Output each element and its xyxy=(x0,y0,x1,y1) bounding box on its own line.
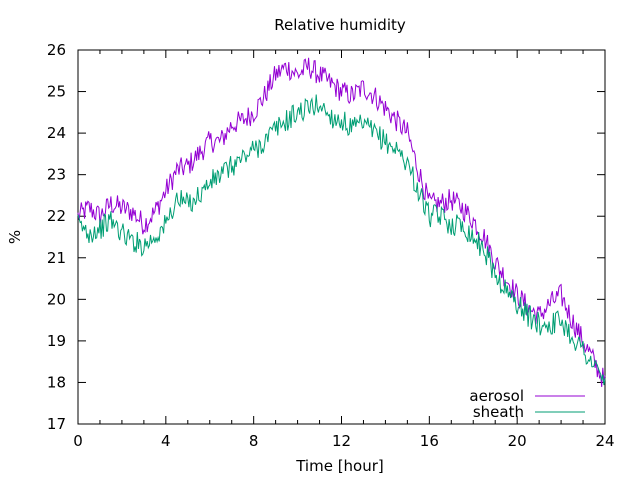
legend-label-sheath: sheath xyxy=(473,403,524,421)
y-tick-label: 21 xyxy=(47,249,66,267)
y-tick-label: 18 xyxy=(47,373,66,391)
x-tick-label: 0 xyxy=(73,432,83,450)
x-tick-label: 16 xyxy=(420,432,439,450)
legend-label-aerosol: aerosol xyxy=(469,387,524,405)
series-line-aerosol xyxy=(77,57,606,387)
x-tick-label: 8 xyxy=(249,432,259,450)
x-tick-label: 20 xyxy=(508,432,527,450)
series-line-sheath xyxy=(77,94,606,386)
y-axis: 17 18 19 20 21 22 23 24 25 26 xyxy=(47,41,605,433)
x-tick-label: 24 xyxy=(595,432,614,450)
x-axis-label: Time [hour] xyxy=(295,457,384,475)
y-tick-label: 22 xyxy=(47,207,66,225)
x-tick-label: 12 xyxy=(332,432,351,450)
series-layer xyxy=(77,57,606,387)
y-tick-label: 23 xyxy=(47,166,66,184)
y-tick-label: 24 xyxy=(47,124,66,142)
y-axis-label: % xyxy=(6,230,24,244)
y-tick-label: 20 xyxy=(47,290,66,308)
plot-frame xyxy=(77,49,606,425)
x-axis: 0 4 8 12 16 20 24 xyxy=(73,50,615,450)
x-tick-label: 4 xyxy=(161,432,171,450)
y-tick-label: 19 xyxy=(47,332,66,350)
chart-title: Relative humidity xyxy=(274,16,406,34)
y-tick-label: 17 xyxy=(47,415,66,433)
y-tick-label: 26 xyxy=(47,41,66,59)
y-tick-label: 25 xyxy=(47,83,66,101)
